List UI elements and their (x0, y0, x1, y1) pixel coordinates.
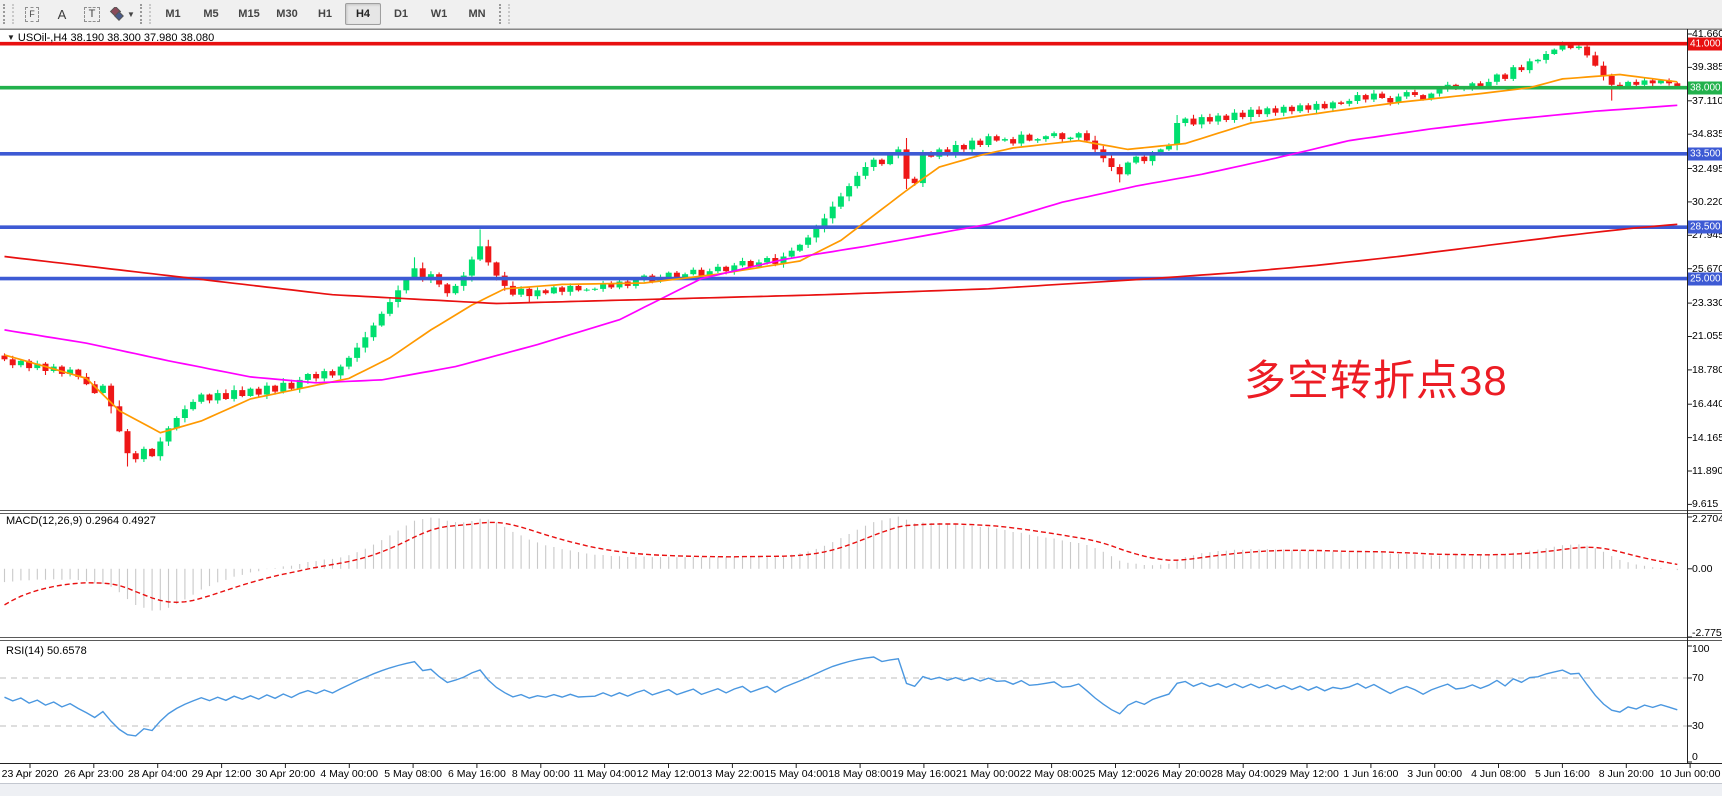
time-axis-label: 26 Apr 23:00 (64, 768, 124, 780)
time-axis-label: 22 May 08:00 (1019, 768, 1084, 780)
medium-ma-magenta-line (4, 104, 1678, 384)
time-axis-label: 23 Apr 2020 (1, 768, 59, 780)
rsi-axis-tick-label: 70 (1692, 672, 1704, 684)
time-axis-label: 28 May 04:00 (1211, 768, 1275, 780)
macd-indicator-label: MACD(12,26,9) 0.2964 0.4927 (6, 515, 156, 527)
price-axis-tick-label: 25.670 (1692, 262, 1722, 275)
macd-signal-line (4, 521, 1678, 606)
shapes-tool-button[interactable]: ▼ (107, 2, 137, 26)
time-axis-label: 4 May 00:00 (320, 768, 379, 780)
time-axis-label: 19 May 16:00 (892, 768, 956, 780)
timeframe-button-d1[interactable]: D1 (393, 8, 409, 20)
timeframe-button-m1[interactable]: M1 (165, 8, 181, 20)
price-axis-tick-label: 30.220 (1692, 195, 1722, 208)
chart-text-annotation: 多空转折点38 (1244, 357, 1508, 404)
axis-ticks (29, 33, 1692, 768)
price-level-badge: 25.000 (1688, 272, 1722, 286)
price-axis-tick-label: 16.440 (1692, 398, 1722, 411)
time-axis-label: 15 May 04:00 (764, 768, 829, 780)
price-axis-tick-label: 37.110 (1692, 94, 1722, 107)
time-axis-label: 5 May 08:00 (384, 768, 442, 780)
time-axis-label: 25 May 12:00 (1083, 768, 1148, 780)
time-axis-label: 4 Jun 08:00 (1471, 768, 1526, 780)
time-axis-label: 29 Apr 12:00 (191, 768, 252, 780)
time-axis-label: 29 May 12:00 (1275, 768, 1339, 780)
time-axis-label: 13 May 22:00 (700, 768, 765, 780)
time-axis-label: 11 May 04:00 (573, 768, 637, 780)
fibonacci-tool-button[interactable]: F (17, 2, 47, 26)
timeframe-button-mn[interactable]: MN (468, 8, 486, 20)
timeframe-button-w1[interactable]: W1 (430, 8, 448, 20)
symbol-ohlc-text: USOil-,H4 38.190 38.300 37.980 38.080 (17, 32, 215, 44)
rsi-line (4, 656, 1678, 737)
timeframe-button-m15[interactable]: M15 (238, 8, 260, 20)
time-axis-label: 5 Jun 16:00 (1534, 768, 1590, 780)
price-axis-tick-label: 14.165 (1692, 431, 1722, 444)
rsi-axis-tick-label: 30 (1692, 720, 1704, 732)
macd-axis-tick-label: 0.00 (1692, 562, 1713, 575)
toolbar-grip[interactable] (140, 4, 151, 24)
time-axis-label: 6 May 16:00 (448, 768, 506, 780)
text-label-tool-button-glyph: A (57, 6, 67, 22)
toolbar-grip[interactable] (499, 4, 510, 24)
text-box-tool-button[interactable]: T (77, 2, 107, 26)
status-bar (0, 783, 1722, 796)
rsi-axis-tick-label: 100 (1692, 643, 1710, 655)
chart-menu-dropdown-icon[interactable]: ▼ (7, 33, 15, 42)
horizontal-lines-layer[interactable] (0, 41, 1687, 281)
time-axis-label: 26 May 20:00 (1147, 768, 1212, 780)
time-axis-label: 12 May 12:00 (636, 768, 701, 780)
timeframe-group: M1 M5 M15 M30 H1 H4 D1 W1 MN (154, 3, 496, 25)
price-axis-tick-label: 18.780 (1692, 363, 1722, 376)
shapes-icon (109, 7, 124, 21)
rsi-axis-tick-label: 0 (1692, 751, 1698, 763)
price-axis-tick-label: 39.385 (1692, 61, 1722, 74)
time-axis-label: 8 May 00:00 (511, 768, 570, 780)
price-axis-tick-label: 34.835 (1692, 128, 1722, 141)
price-axis-tick-label: 23.330 (1692, 297, 1722, 310)
rsi-panel (0, 656, 1687, 737)
timeframe-button-m30[interactable]: M30 (276, 8, 298, 20)
price-level-badge: 38.000 (1688, 81, 1722, 95)
time-axis-label: 3 Jun 00:00 (1407, 768, 1463, 780)
price-axis-tick-label: 11.890 (1692, 465, 1722, 478)
time-axis-label: 28 Apr 04:00 (127, 768, 188, 780)
price-axis-tick-label: 32.495 (1692, 162, 1722, 175)
text-label-tool-button[interactable]: A (47, 2, 77, 26)
price-axis-tick-label: 9.615 (1692, 498, 1719, 511)
macd-panel (3, 516, 1678, 611)
toolbar-grip[interactable] (3, 4, 14, 24)
chart-title: ▼ USOil-,H4 38.190 38.300 37.980 38.080 (7, 32, 214, 44)
price-level-badge: 41.000 (1688, 37, 1722, 51)
macd-axis-tick-label: 2.2704 (1692, 513, 1722, 525)
time-axis-label: 18 May 08:00 (828, 768, 892, 780)
moving-averages-layer (4, 73, 1678, 434)
time-axis-label: 1 Jun 16:00 (1343, 768, 1399, 780)
price-level-badge: 33.500 (1688, 147, 1722, 161)
slow-ma-red-line (4, 223, 1678, 305)
price-level-badge: 28.500 (1688, 220, 1722, 234)
time-axis-label: 8 Jun 20:00 (1598, 768, 1654, 780)
rsi-indicator-label: RSI(14) 50.6578 (6, 645, 87, 657)
timeframe-button-m5[interactable]: M5 (203, 8, 219, 20)
timeframe-button-h4[interactable]: H4 (345, 3, 381, 25)
price-axis-tick-label: 41.660 (1692, 28, 1722, 40)
timeframe-button-h1[interactable]: H1 (317, 8, 333, 20)
fibonacci-tool-button-glyph: F (25, 6, 39, 22)
time-axis-label: 30 Apr 20:00 (255, 768, 316, 780)
time-axis-label: 21 May 00:00 (955, 768, 1020, 780)
dropdown-arrow-icon: ▼ (127, 9, 135, 19)
price-axis-tick-label: 21.055 (1692, 330, 1722, 343)
macd-axis-tick-label: -2.7759 (1692, 627, 1722, 639)
time-axis-label: 10 Jun 00:00 (1659, 768, 1721, 780)
fast-ma-orange-line (4, 73, 1678, 434)
text-box-tool-button-glyph: T (83, 6, 101, 22)
